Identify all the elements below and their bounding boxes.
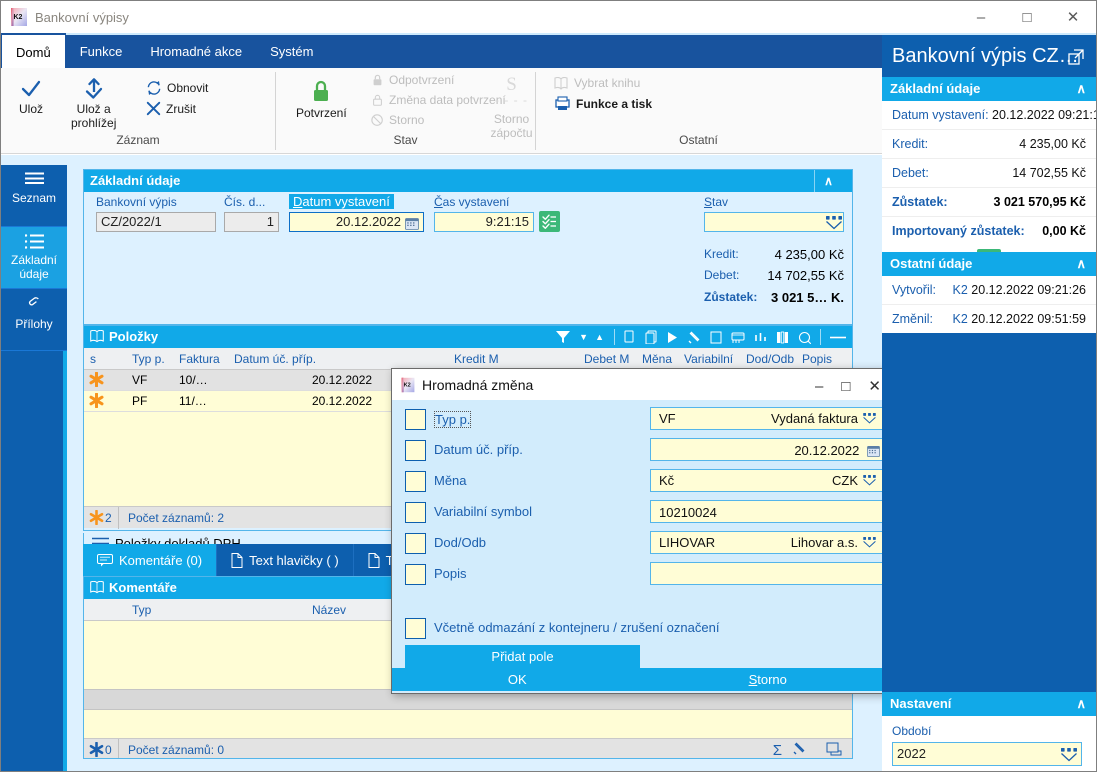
svg-text:K2: K2 [404, 382, 411, 388]
svg-text:K2: K2 [14, 14, 23, 21]
